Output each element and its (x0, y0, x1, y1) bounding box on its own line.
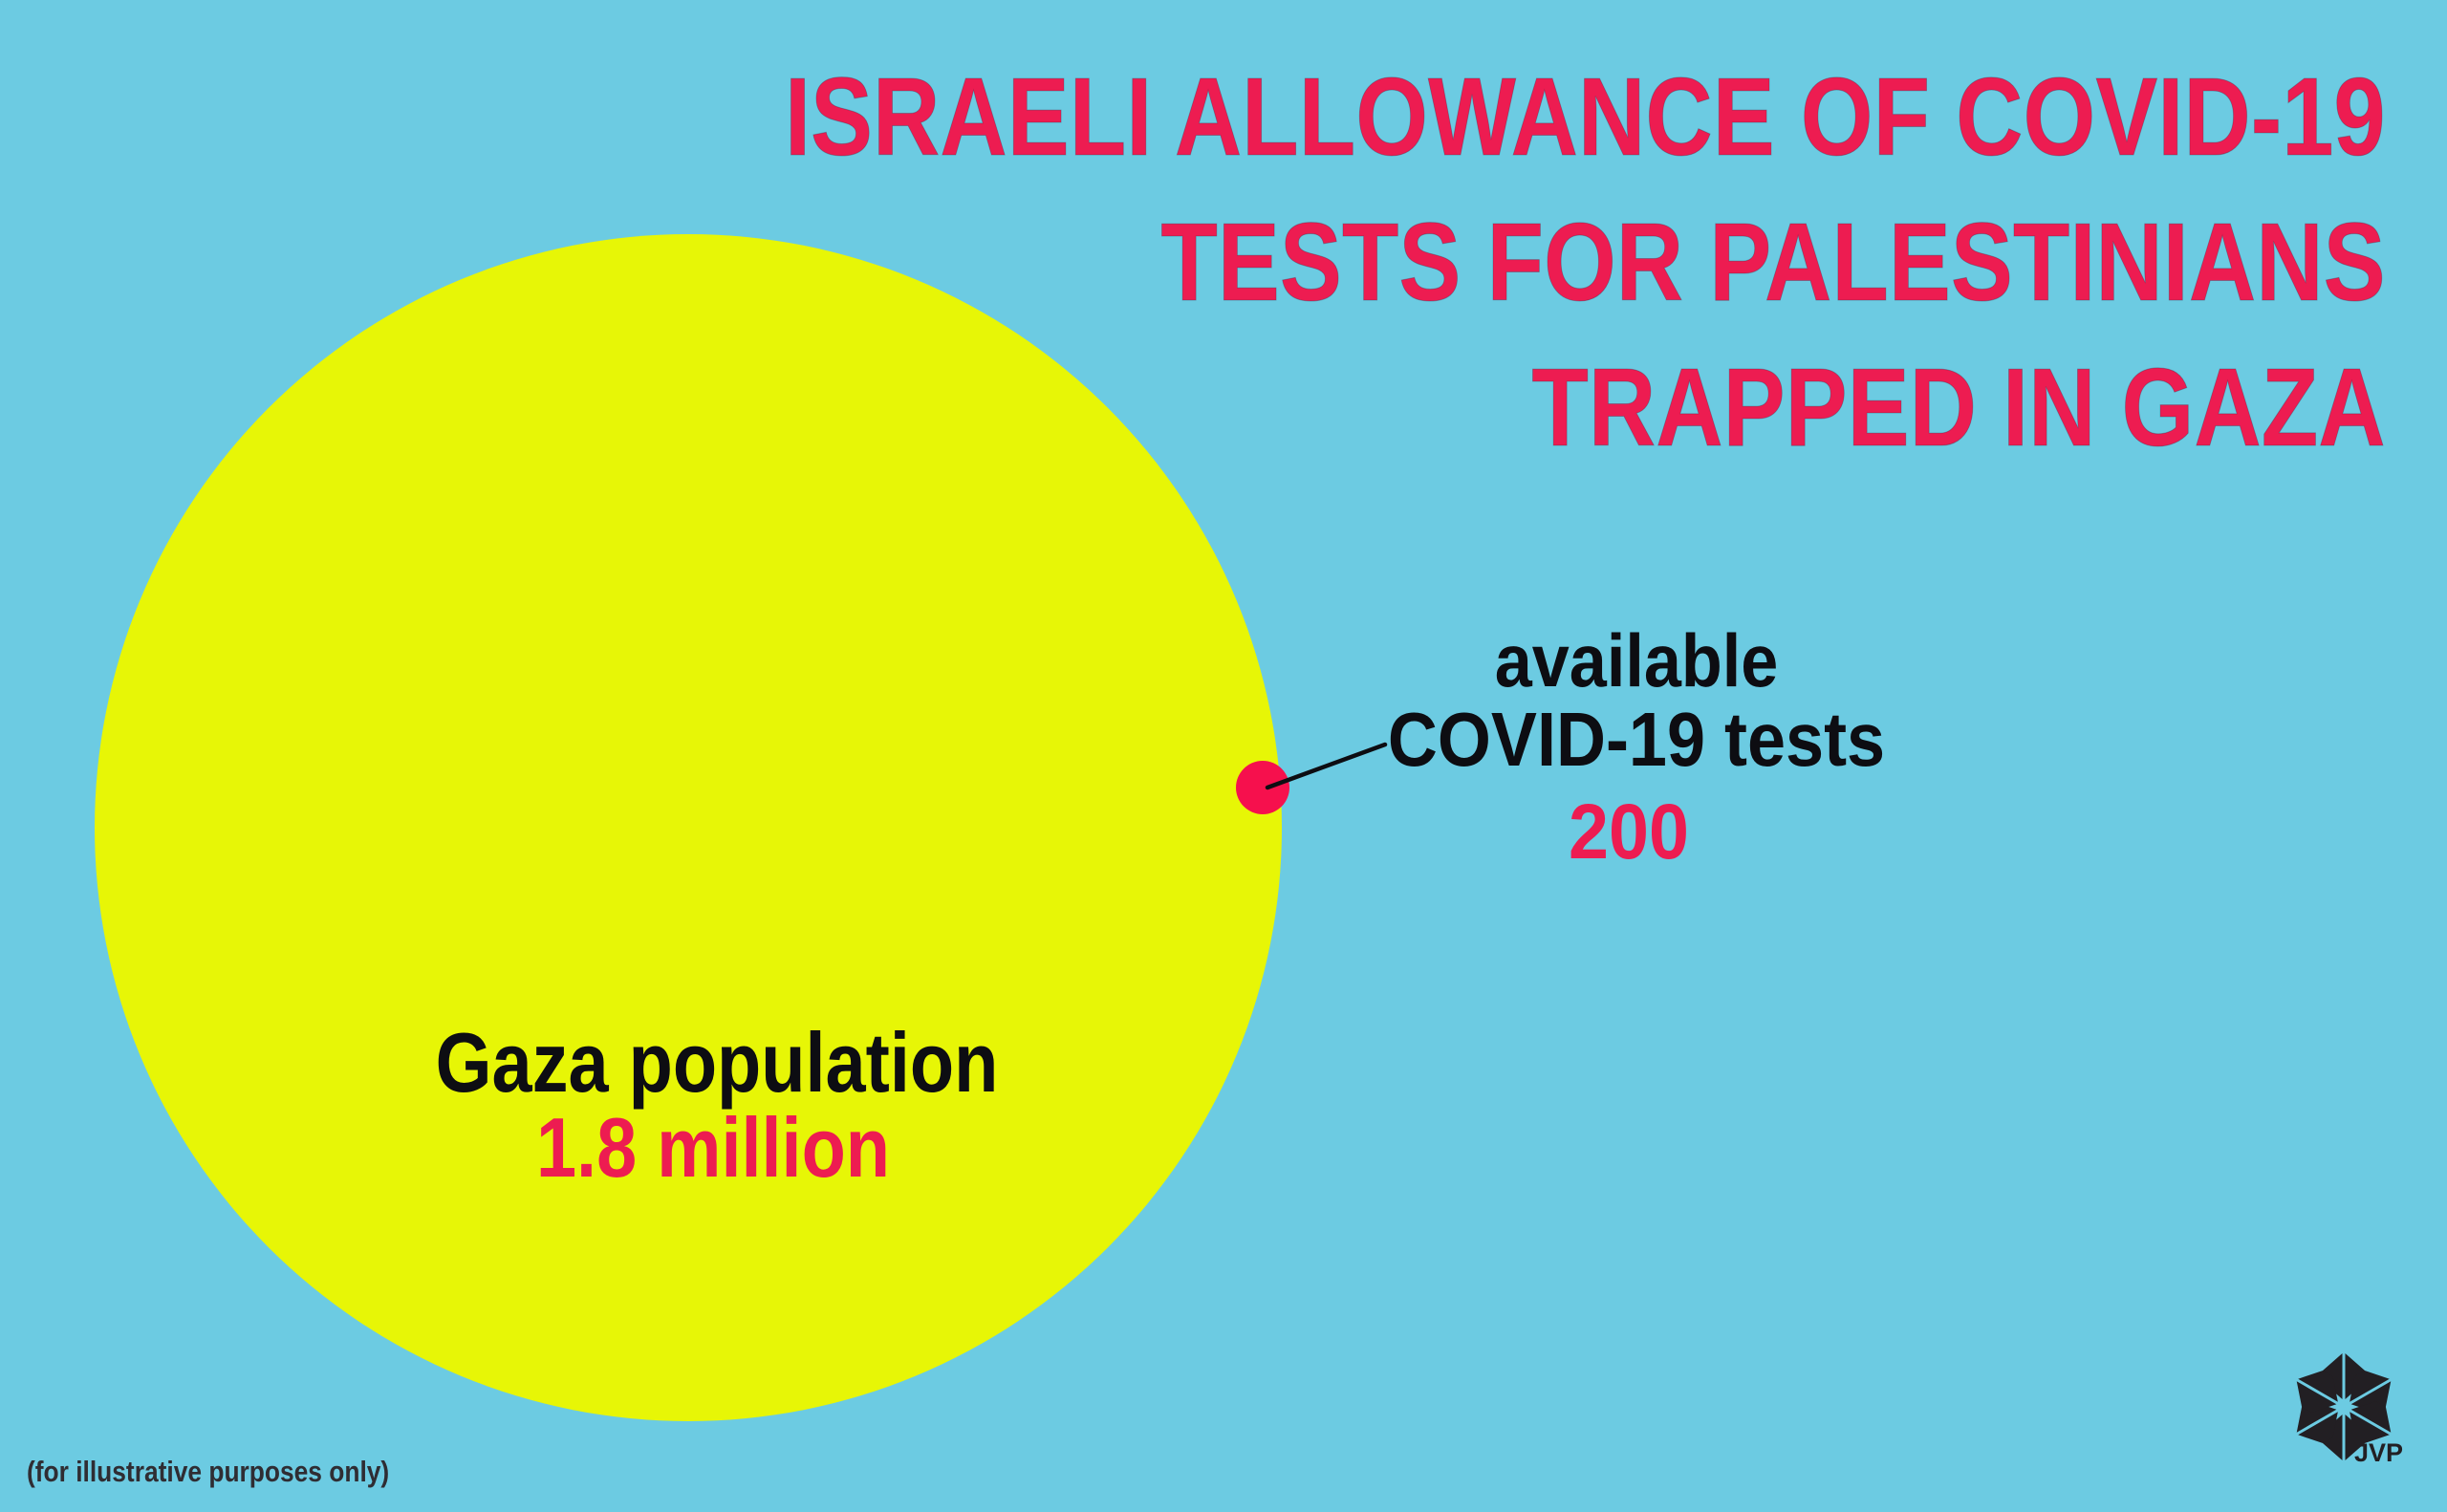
title-line-1: ISRAELI ALLOWANCE OF COVID-19 (785, 54, 2386, 180)
gaza-label: Gaza population (435, 1015, 999, 1110)
gaza-population-circle (95, 234, 1282, 1421)
tests-label-line-1: available (1494, 618, 1779, 702)
footnote: (for illustrative purposes only) (27, 1455, 390, 1488)
jvp-star-icon (2286, 1353, 2401, 1460)
tests-label-line-2: COVID-19 tests (1387, 697, 1886, 782)
tests-value: 200 (1569, 788, 1689, 875)
title-line-3: TRAPPED IN GAZA (1531, 345, 2386, 470)
page-title: ISRAELI ALLOWANCE OF COVID-19 TESTS FOR … (480, 44, 2386, 480)
covid-tests-dot (1236, 761, 1289, 814)
title-line-2: TESTS FOR PALESTINIANS (1160, 200, 2386, 325)
jvp-logo: JVP (2286, 1353, 2403, 1467)
gaza-value: 1.8 million (535, 1100, 891, 1195)
jvp-logo-text: JVP (2354, 1438, 2403, 1467)
